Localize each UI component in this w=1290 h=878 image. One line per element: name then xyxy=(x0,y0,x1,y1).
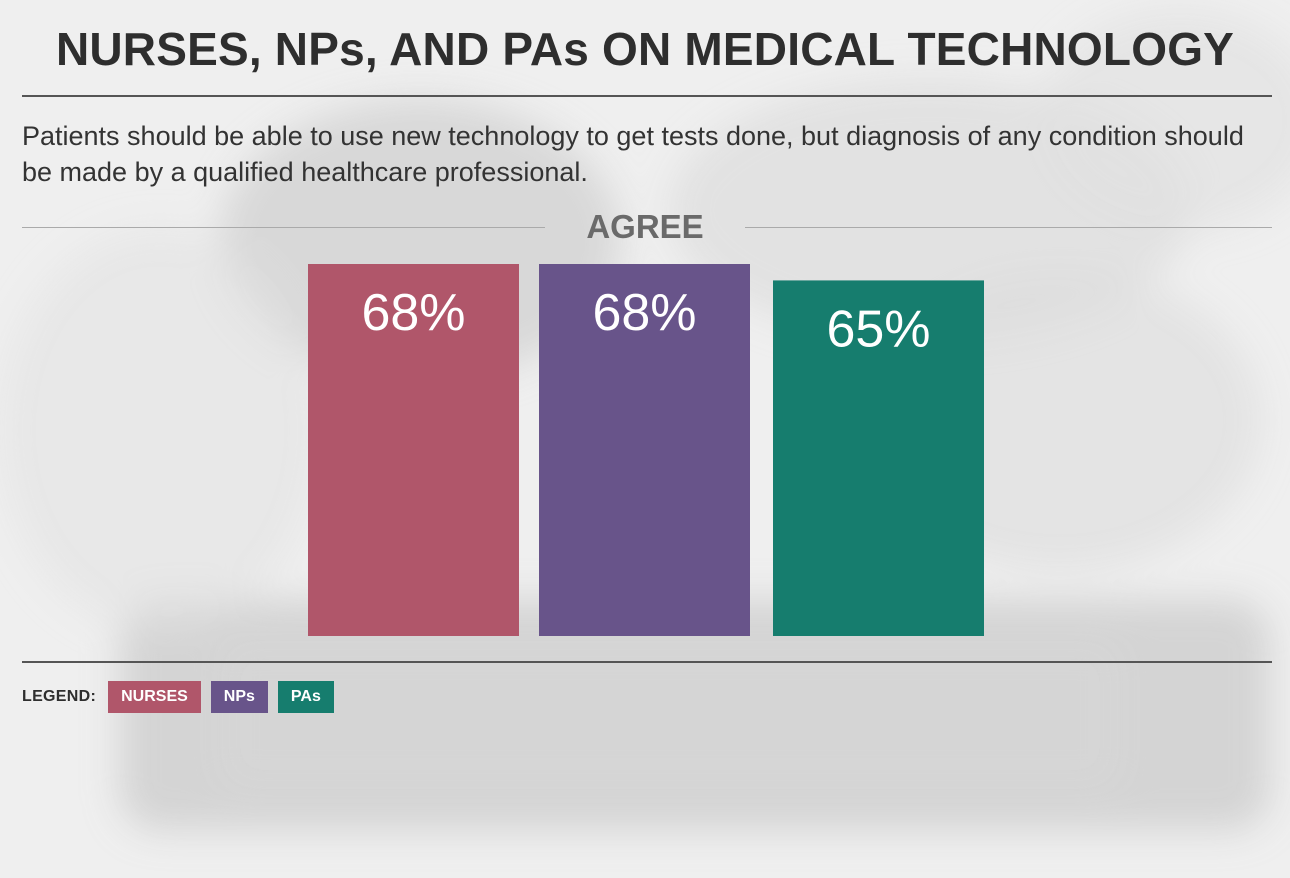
chart-title: NURSES, NPs, AND PAs ON MEDICAL TECHNOLO… xyxy=(55,23,1235,75)
chart-subtitle: Patients should be able to use new techn… xyxy=(22,121,1244,187)
legend: LEGEND: NURSES NPs PAs xyxy=(22,681,344,713)
value-label-pas: 65% xyxy=(826,300,930,358)
agree-heading: AGREE xyxy=(586,208,704,245)
bar-pas xyxy=(773,280,984,636)
bar-nps xyxy=(539,264,750,636)
value-label-nurses: 68% xyxy=(361,284,465,342)
legend-title: LEGEND: xyxy=(22,688,97,705)
legend-item-pas: PAs xyxy=(277,681,334,713)
agree-line-left xyxy=(22,227,545,228)
bar-nurses xyxy=(308,264,519,636)
title-divider xyxy=(22,95,1272,97)
legend-divider xyxy=(22,661,1272,663)
legend-item-nurses: NURSES xyxy=(108,681,201,713)
legend-item-nps: NPs xyxy=(210,681,268,713)
agree-line-right xyxy=(745,227,1272,228)
value-label-nps: 68% xyxy=(592,284,696,342)
